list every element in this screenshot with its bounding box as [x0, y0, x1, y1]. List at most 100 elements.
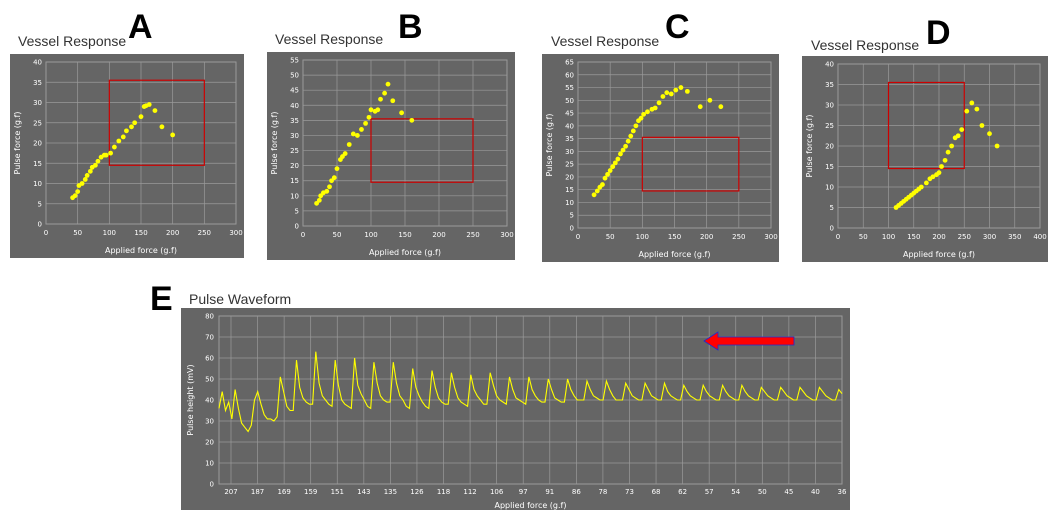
data-point — [390, 98, 396, 104]
y-tick-label: 5 — [570, 212, 574, 220]
x-tick-label: 300 — [764, 233, 777, 241]
data-point — [152, 108, 158, 113]
x-tick-label: 100 — [636, 233, 649, 241]
highlight-box — [370, 118, 474, 183]
x-axis-label: Applied force (g.f) — [369, 248, 441, 257]
x-tick-label: 50 — [73, 229, 82, 237]
x-tick-label: 91 — [545, 488, 554, 496]
data-point — [350, 131, 356, 137]
x-tick-label: 78 — [598, 488, 607, 496]
x-tick-label: 100 — [364, 231, 377, 239]
x-axis-label: Applied force (g.f) — [495, 501, 567, 510]
y-tick-label: 5 — [38, 200, 42, 208]
data-point — [633, 123, 639, 129]
data-point — [116, 138, 122, 144]
data-point — [378, 96, 383, 102]
data-point — [930, 174, 936, 180]
data-point — [602, 175, 608, 181]
y-tick-label: 25 — [290, 147, 299, 155]
data-point — [124, 128, 129, 134]
data-point — [673, 87, 679, 93]
y-tick-label: 35 — [33, 79, 42, 87]
x-tick-label: 126 — [410, 488, 424, 496]
y-tick-label: 10 — [565, 199, 574, 207]
y-tick-label: 80 — [205, 313, 214, 321]
y-tick-label: 20 — [205, 439, 214, 447]
data-point — [375, 107, 381, 113]
y-tick-label: 10 — [33, 180, 42, 188]
x-tick-label: 250 — [198, 229, 211, 237]
y-tick-label: 15 — [290, 177, 299, 185]
data-point — [942, 157, 948, 163]
data-point — [366, 114, 372, 120]
x-tick-label: 86 — [572, 488, 581, 496]
x-tick-label: 54 — [731, 488, 740, 496]
data-point — [368, 107, 374, 113]
y-tick-label: 25 — [565, 161, 574, 169]
data-point — [612, 160, 618, 166]
data-point — [409, 117, 415, 123]
y-tick-label: 20 — [290, 162, 299, 170]
x-tick-label: 200 — [166, 229, 179, 237]
y-axis-label: Pulse force (g.f) — [13, 112, 22, 175]
data-point — [385, 81, 391, 87]
y-tick-label: 30 — [205, 418, 214, 426]
x-tick-label: 200 — [700, 233, 713, 241]
data-point — [342, 151, 348, 156]
data-point — [331, 175, 337, 181]
x-tick-label: 0 — [576, 233, 580, 241]
data-point — [974, 106, 980, 112]
data-point — [939, 164, 944, 169]
data-point — [359, 127, 364, 132]
panel-c-letter: C — [665, 8, 690, 46]
y-tick-label: 5 — [830, 204, 834, 212]
x-tick-label: 62 — [678, 488, 687, 496]
x-tick-label: 135 — [384, 488, 397, 496]
y-tick-label: 60 — [565, 71, 574, 79]
y-tick-label: 25 — [825, 122, 834, 130]
x-tick-label: 0 — [301, 231, 305, 239]
chart-d: 0 50 100 150 200 250 300 350 400 0 5 10 15 20 25 30 35 40… — [802, 56, 1048, 262]
y-tick-label: 15 — [565, 186, 574, 194]
data-point — [324, 188, 330, 194]
data-point — [645, 109, 650, 115]
y-tick-label: 30 — [565, 148, 574, 156]
x-tick-label: 300 — [229, 229, 242, 237]
x-tick-label: 250 — [732, 233, 745, 241]
y-tick-label: 0 — [38, 221, 42, 229]
y-tick-label: 40 — [33, 59, 42, 67]
data-point — [625, 138, 631, 144]
x-tick-label: 50 — [333, 231, 342, 239]
chart-background — [542, 54, 779, 262]
x-axis-label: Applied force (g.f) — [903, 250, 975, 259]
x-tick-label: 0 — [44, 229, 48, 237]
data-point — [93, 162, 98, 168]
panel-d-title: Vessel Response — [811, 37, 920, 53]
data-point — [79, 181, 85, 186]
data-point — [610, 164, 616, 170]
y-tick-label: 25 — [33, 119, 42, 127]
data-point — [618, 151, 623, 157]
x-tick-label: 150 — [134, 229, 147, 237]
data-point — [615, 156, 621, 162]
y-tick-label: 15 — [33, 160, 42, 168]
data-point — [678, 85, 684, 90]
data-point — [146, 102, 152, 107]
y-tick-label: 35 — [290, 117, 299, 125]
data-point — [82, 177, 88, 182]
y-axis-label: Pulse force (g.f) — [545, 114, 554, 177]
waveform-line — [218, 351, 843, 433]
x-axis-label: Applied force (g.f) — [639, 250, 711, 259]
y-tick-label: 40 — [565, 122, 574, 130]
y-tick-label: 40 — [290, 102, 299, 110]
y-tick-label: 0 — [295, 223, 299, 231]
y-tick-label: 45 — [290, 87, 299, 95]
data-point — [628, 133, 634, 139]
x-tick-label: 118 — [437, 488, 450, 496]
chart-b: 0 50 100 150 200 250 300 0 5 10 15 20 25 30 35 40 45 50 55… — [267, 52, 515, 260]
panel-c-title: Vessel Response — [551, 33, 660, 49]
y-tick-label: 35 — [825, 81, 834, 89]
data-point — [399, 110, 404, 116]
chart-background — [10, 54, 244, 258]
x-tick-label: 300 — [983, 233, 996, 241]
